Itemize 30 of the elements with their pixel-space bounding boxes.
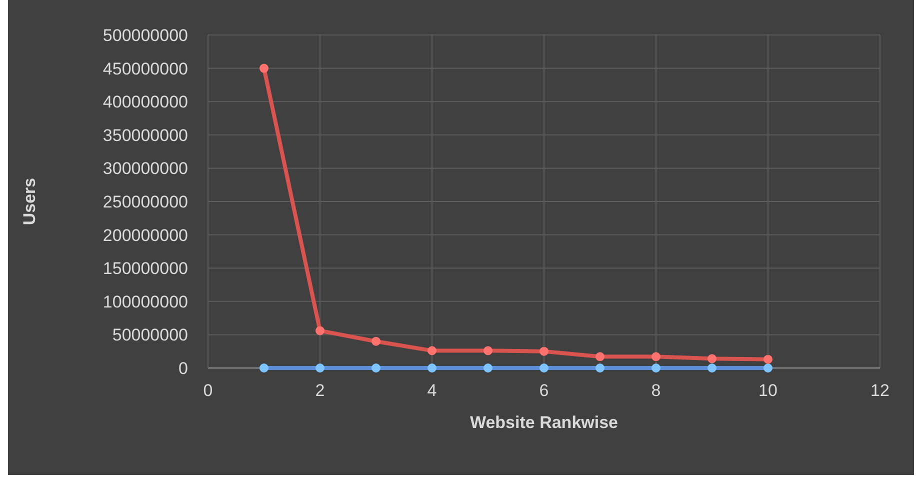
y-tick-label: 400000000 — [102, 92, 188, 112]
x-tick-label: 0 — [203, 381, 213, 400]
point — [764, 354, 772, 364]
point — [708, 354, 716, 364]
y-tick-label: 500000000 — [102, 26, 188, 45]
x-tick-label: 10 — [758, 381, 778, 400]
x-tick-label: 12 — [870, 381, 890, 400]
y-tick-label: 450000000 — [102, 59, 188, 78]
y-tick-label: 50000000 — [112, 326, 188, 345]
y-tick-label: 100000000 — [102, 292, 188, 312]
x-axis-title: Website Rankwise — [470, 413, 618, 432]
point — [316, 326, 324, 336]
x-tick-label: 4 — [427, 381, 437, 400]
x-tick-label: 2 — [315, 381, 325, 400]
point — [372, 336, 380, 346]
x-tick-label: 8 — [651, 381, 661, 400]
y-tick-label: 250000000 — [102, 192, 188, 212]
y-tick-label: 350000000 — [102, 126, 188, 145]
point — [428, 346, 436, 356]
y-tick-label: 200000000 — [102, 226, 188, 245]
point — [484, 346, 492, 356]
point — [652, 352, 660, 362]
y-axis-title: Users — [20, 178, 39, 226]
y-tick-label: 300000000 — [102, 159, 188, 178]
point — [596, 352, 604, 362]
y-tick-label: 0 — [178, 358, 188, 378]
y-tick-label: 150000000 — [102, 259, 188, 278]
point — [540, 346, 548, 356]
x-tick-label: 6 — [539, 381, 549, 400]
point — [260, 64, 268, 73]
